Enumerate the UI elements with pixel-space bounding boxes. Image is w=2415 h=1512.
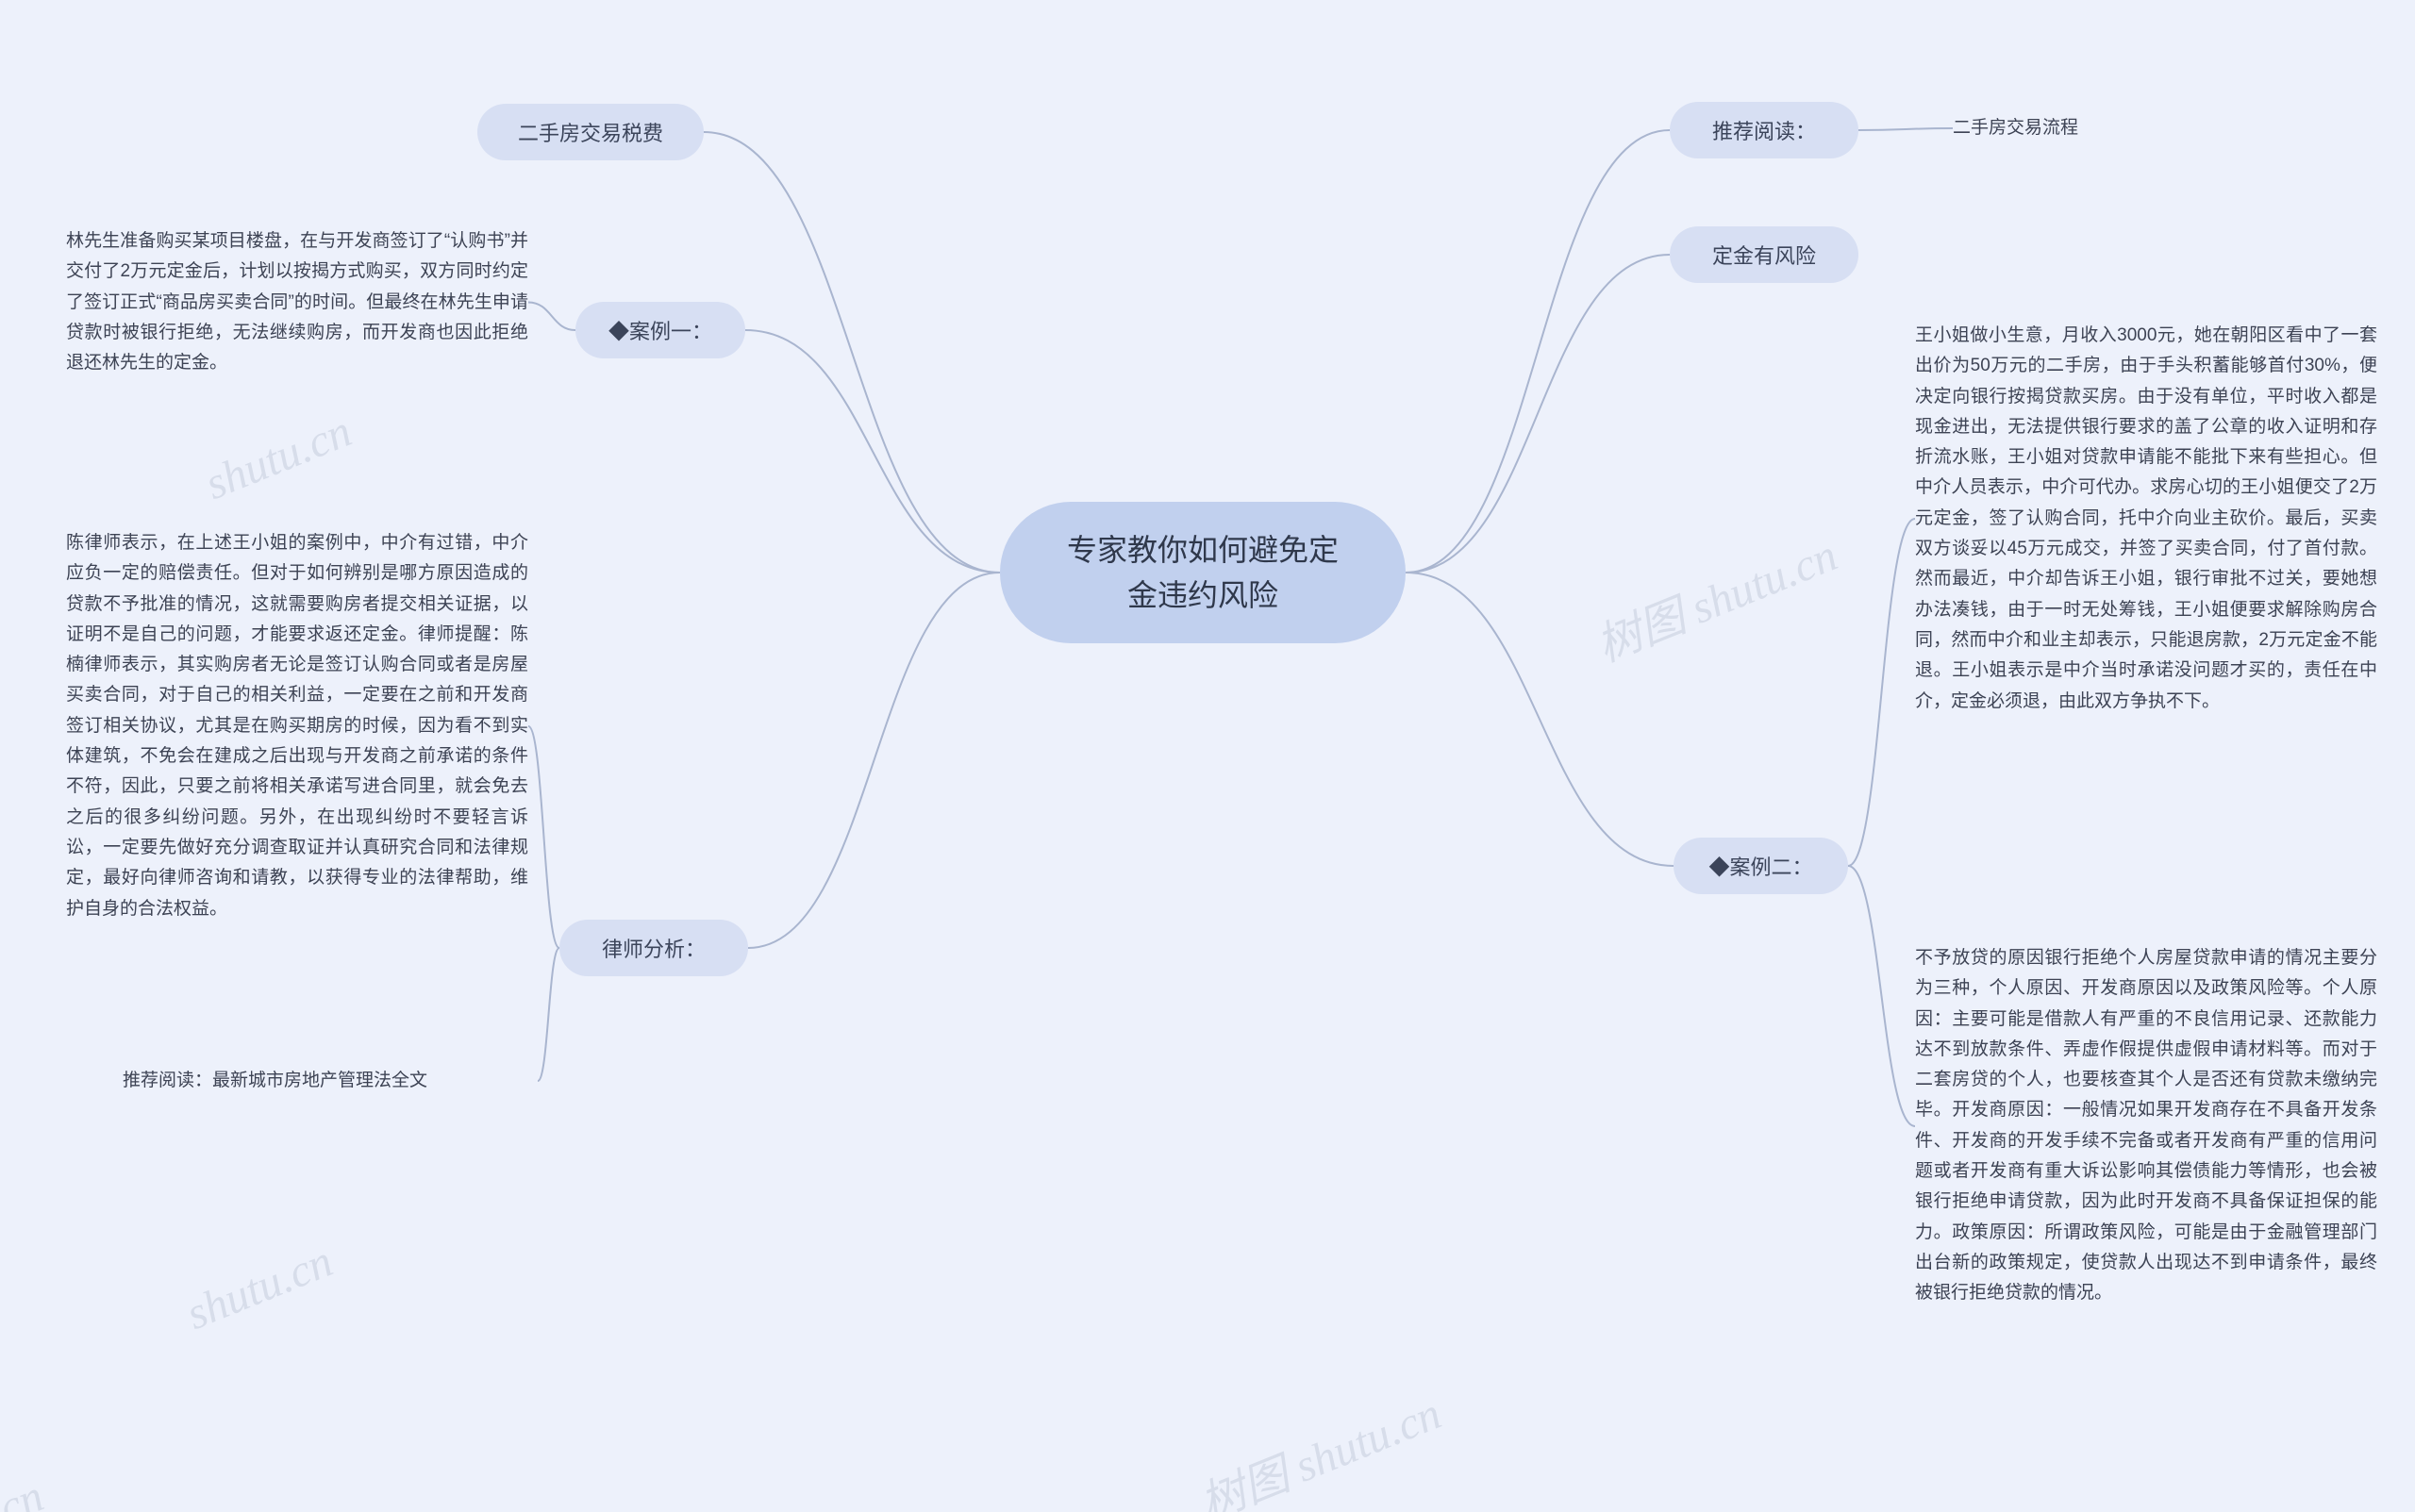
mindmap-canvas: 专家教你如何避免定金违约风险 二手房交易税费 ◆案例一： 律师分析： 推荐阅读： 定金有风… [0, 0, 2415, 1512]
center-topic: 专家教你如何避免定金违约风险 [1000, 502, 1406, 643]
branch-lawyer-label: 律师分析： [559, 920, 748, 976]
leaf-case1-1-label: 林先生准备购买某项目楼盘，在与开发商签订了“认购书”并交付了2万元定金后，计划以… [66, 226, 528, 378]
branch-case1: ◆案例一： [575, 302, 745, 358]
leaf-reco-0: 二手房交易流程 [1953, 113, 2198, 143]
branch-deposit-label: 定金有风险 [1670, 226, 1858, 283]
branch-deposit: 定金有风险 [1670, 226, 1858, 283]
leaf-case2-4: 王小姐做小生意，月收入3000元，她在朝阳区看中了一套出价为50万元的二手房，由… [1915, 321, 2377, 717]
watermark-3: 树图 shutu.cn [1189, 1376, 1449, 1512]
branch-tax: 二手房交易税费 [477, 104, 704, 160]
center-topic-label: 专家教你如何避免定金违约风险 [1000, 502, 1406, 643]
branch-reco-label: 推荐阅读： [1670, 102, 1858, 158]
leaf-lawyer-3-label: 推荐阅读：最新城市房地产管理法全文 [123, 1066, 538, 1096]
watermark-1: 树图 shutu.cn [1585, 518, 1845, 674]
leaf-lawyer-2: 陈律师表示，在上述王小姐的案例中，中介有过错，中介应负一定的赔偿责任。但对于如何… [66, 528, 528, 924]
leaf-case2-5-label: 不予放贷的原因银行拒绝个人房屋贷款申请的情况主要分为三种，个人原因、开发商原因以… [1915, 943, 2377, 1309]
branch-reco: 推荐阅读： [1670, 102, 1858, 158]
watermark-2: shutu.cn [179, 1236, 340, 1340]
branch-case2: ◆案例二： [1674, 838, 1848, 894]
leaf-lawyer-3: 推荐阅读：最新城市房地产管理法全文 [123, 1066, 538, 1096]
watermark-0: shutu.cn [198, 406, 358, 510]
watermark-4: .cn [0, 1470, 51, 1512]
leaf-lawyer-2-label: 陈律师表示，在上述王小姐的案例中，中介有过错，中介应负一定的赔偿责任。但对于如何… [66, 528, 528, 924]
branch-case2-label: ◆案例二： [1674, 838, 1848, 894]
leaf-case1-1: 林先生准备购买某项目楼盘，在与开发商签订了“认购书”并交付了2万元定金后，计划以… [66, 226, 528, 378]
branch-lawyer: 律师分析： [559, 920, 748, 976]
leaf-case2-5: 不予放贷的原因银行拒绝个人房屋贷款申请的情况主要分为三种，个人原因、开发商原因以… [1915, 943, 2377, 1309]
leaf-case2-4-label: 王小姐做小生意，月收入3000元，她在朝阳区看中了一套出价为50万元的二手房，由… [1915, 321, 2377, 717]
leaf-reco-0-label: 二手房交易流程 [1953, 113, 2198, 143]
branch-case1-label: ◆案例一： [575, 302, 745, 358]
branch-tax-label: 二手房交易税费 [477, 104, 704, 160]
